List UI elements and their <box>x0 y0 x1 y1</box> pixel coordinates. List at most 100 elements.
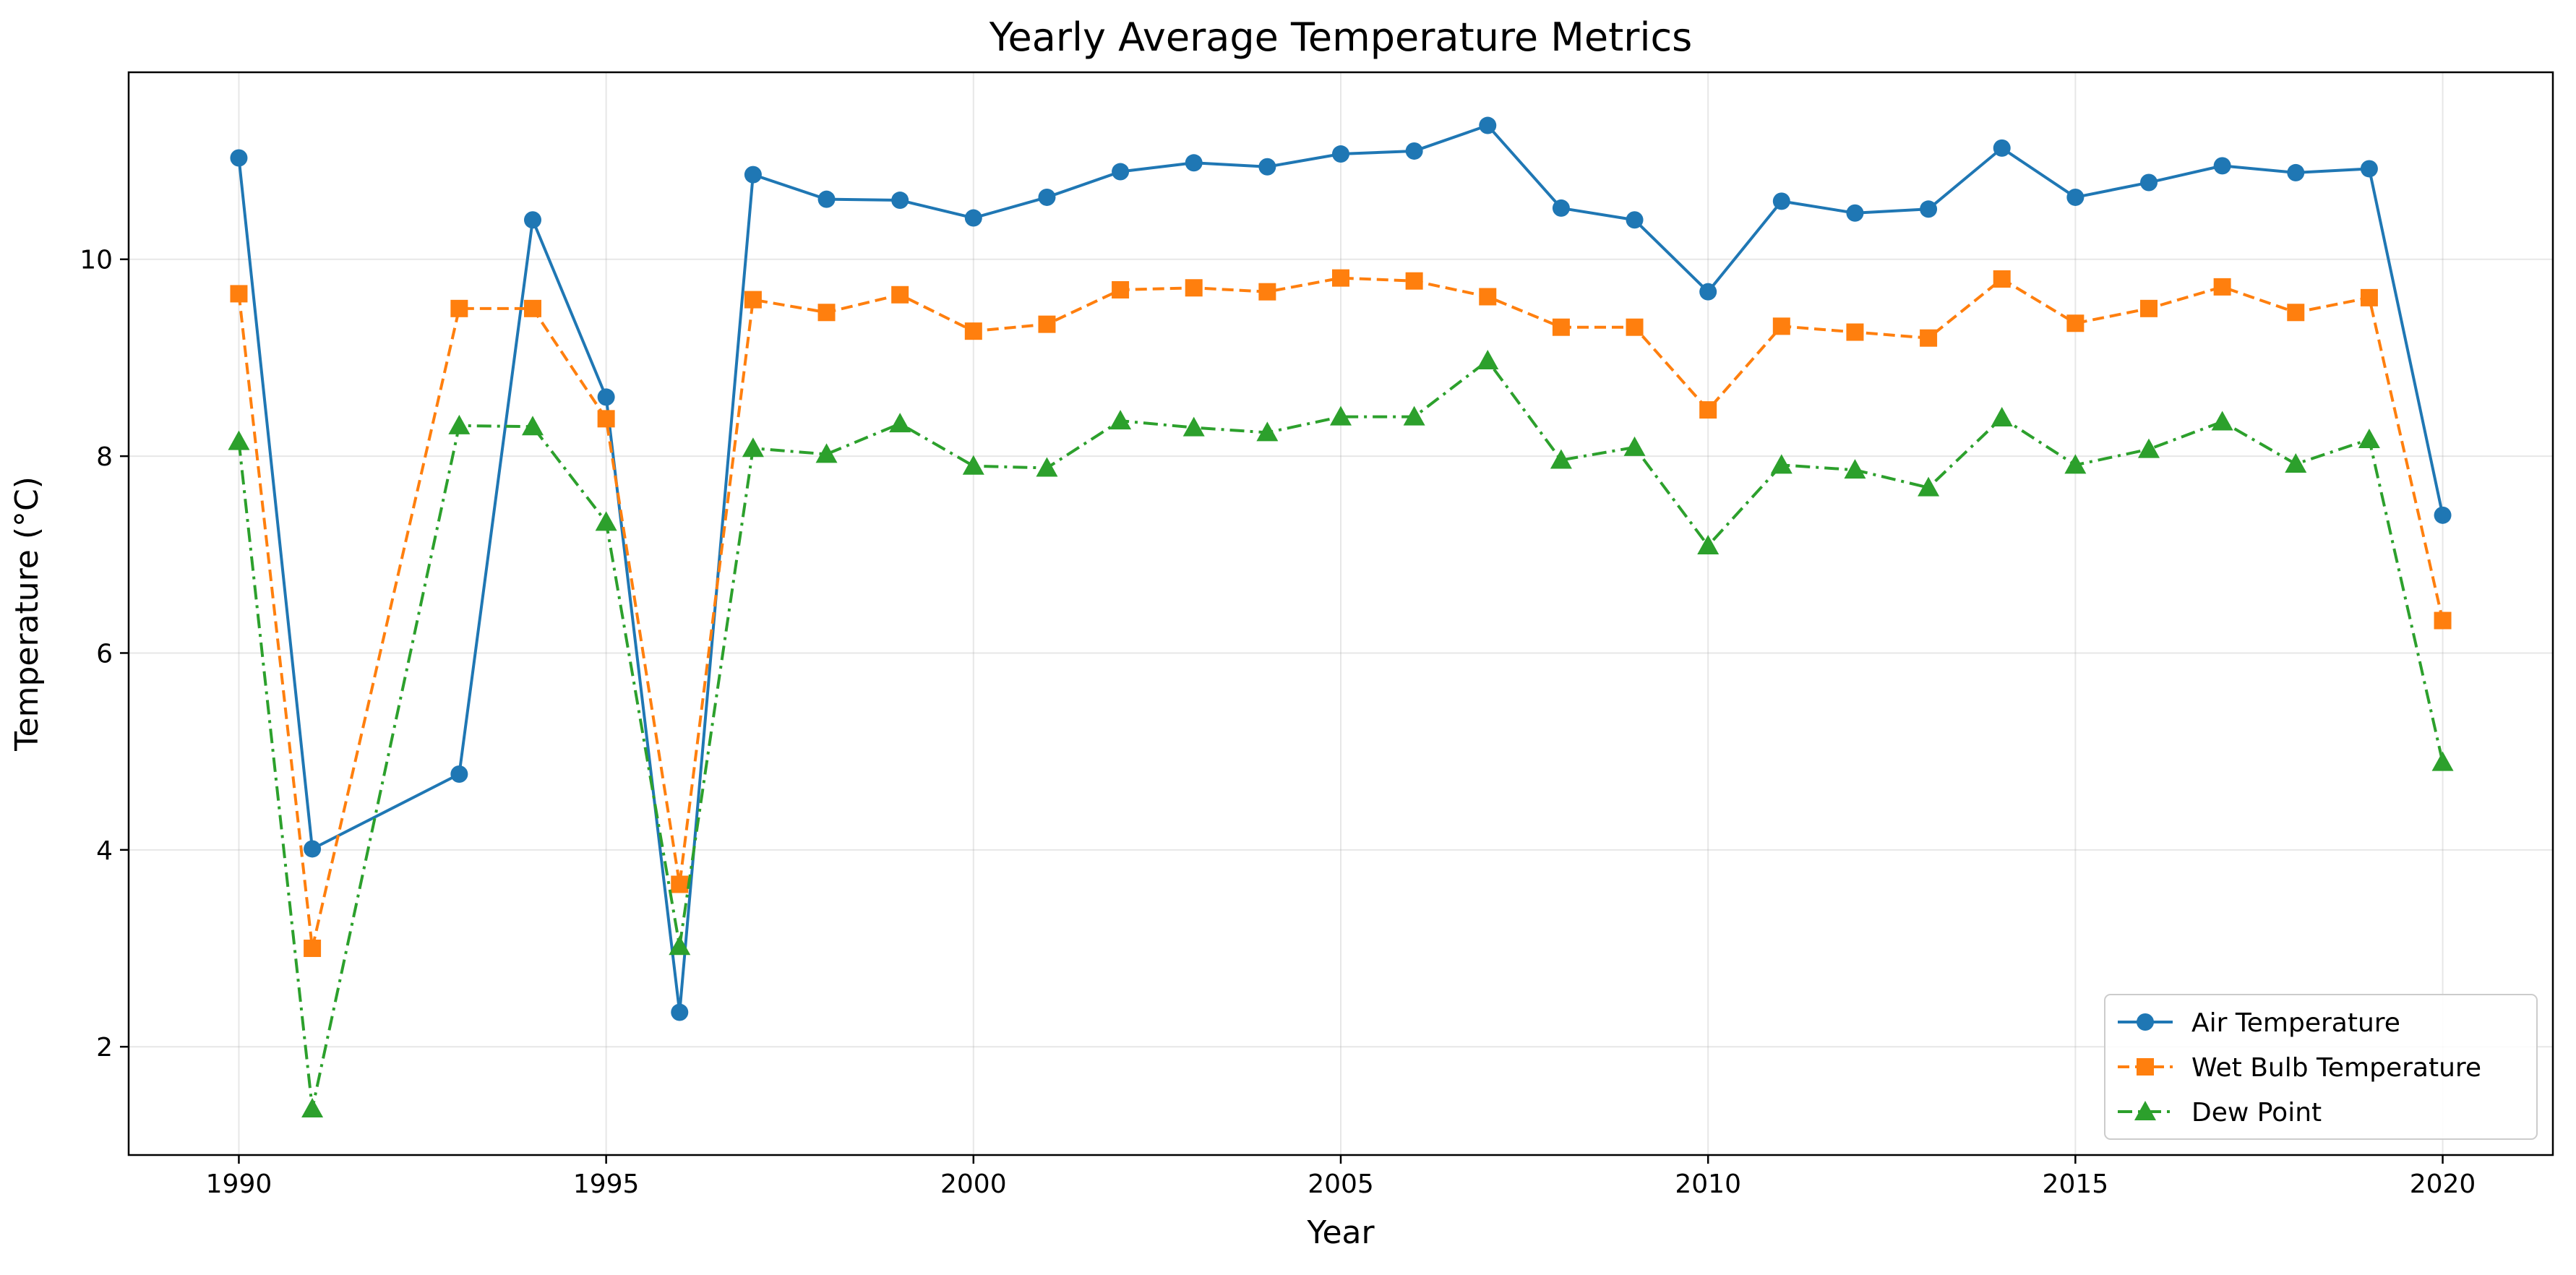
data-point <box>964 322 982 340</box>
data-point <box>1993 139 2011 157</box>
data-point <box>2431 751 2454 771</box>
data-point <box>1256 421 1279 442</box>
data-point <box>2213 157 2231 175</box>
data-point <box>1258 283 1276 301</box>
data-point <box>1038 188 1056 206</box>
data-point <box>671 1003 689 1021</box>
data-point <box>1844 459 1866 479</box>
data-point <box>817 190 836 208</box>
data-point <box>1552 318 1570 336</box>
series-circle <box>230 116 2452 1021</box>
data-point <box>889 413 911 433</box>
data-point <box>2066 314 2085 332</box>
data-point <box>1772 192 1790 210</box>
data-point <box>1182 416 1205 437</box>
legend-label: Dew Point <box>2191 1098 2322 1128</box>
y-tick-label: 10 <box>80 246 113 275</box>
data-point <box>450 765 468 783</box>
data-point <box>1846 204 1864 222</box>
x-tick-label: 2010 <box>1675 1169 1741 1199</box>
x-tick-label: 2015 <box>2043 1169 2109 1199</box>
y-tick-label: 4 <box>96 836 113 866</box>
data-point <box>1330 405 1352 426</box>
y-axis-label: Temperature (°C) <box>9 476 46 752</box>
data-point <box>230 285 248 303</box>
data-point <box>597 410 615 428</box>
data-point <box>2358 428 2380 448</box>
data-point <box>1479 116 1497 134</box>
x-tick-label: 1990 <box>206 1169 272 1199</box>
legend-label: Wet Bulb Temperature <box>2191 1053 2481 1083</box>
data-point <box>1332 269 1349 287</box>
legend-entry: Wet Bulb Temperature <box>2118 1053 2481 1083</box>
legend: Air Temperature Wet Bulb Temperature Dew P… <box>2104 994 2538 1140</box>
data-point <box>2140 173 2158 192</box>
data-point <box>1772 317 1790 335</box>
data-point <box>2360 288 2378 306</box>
legend-entry: Dew Point <box>2118 1098 2322 1128</box>
series-square <box>230 269 2452 958</box>
series-triangle <box>228 350 2454 1117</box>
data-point <box>962 455 984 475</box>
data-point <box>1477 350 1499 370</box>
data-point <box>1185 279 1203 297</box>
data-point <box>742 437 764 458</box>
data-point <box>304 840 322 858</box>
data-point <box>524 299 541 317</box>
series-line <box>237 359 2444 1110</box>
data-point <box>2064 454 2087 474</box>
data-point <box>815 443 838 463</box>
data-point <box>524 211 541 229</box>
data-point <box>1918 476 1940 497</box>
data-point <box>1405 142 1423 160</box>
data-point <box>891 286 909 304</box>
data-point <box>817 304 836 322</box>
legend-marker <box>2134 1101 2156 1120</box>
data-point <box>1038 315 1056 333</box>
data-point <box>1185 154 1203 172</box>
x-tick-label: 2020 <box>2410 1169 2476 1199</box>
data-point <box>671 875 689 893</box>
data-point <box>450 299 468 317</box>
y-tick-label: 6 <box>96 639 113 669</box>
data-point <box>1920 200 1938 218</box>
series-group <box>228 116 2454 1117</box>
data-point <box>744 166 762 184</box>
y-tick-label: 8 <box>96 442 113 472</box>
data-point <box>1479 288 1497 306</box>
data-point <box>2140 299 2158 317</box>
data-point <box>1920 329 1938 347</box>
data-point <box>1623 436 1646 456</box>
legend-items: Air Temperature Wet Bulb Temperature Dew P… <box>2118 1008 2481 1128</box>
x-tick-label: 2005 <box>1308 1169 1374 1199</box>
data-point <box>1403 405 1425 426</box>
data-point <box>230 149 248 167</box>
data-point <box>2360 160 2378 178</box>
legend-marker <box>2137 1013 2154 1031</box>
data-point <box>1258 158 1276 176</box>
data-point <box>2138 438 2160 458</box>
data-point <box>669 935 691 956</box>
series-line <box>237 276 2444 950</box>
data-point <box>1626 318 1644 336</box>
data-point <box>1699 401 1717 419</box>
axis-ticks: 1990 1995 2000 2005 2010 2015 2020 2 4 6 8 10 <box>80 246 2476 1199</box>
legend-label: Air Temperature <box>2191 1008 2400 1038</box>
data-point <box>1552 199 1570 217</box>
data-point <box>301 1097 324 1117</box>
data-point <box>1770 454 1793 474</box>
data-point <box>1846 323 1864 341</box>
data-point <box>744 291 762 309</box>
data-point <box>2285 453 2307 473</box>
data-point <box>2434 611 2452 630</box>
legend-entry: Air Temperature <box>2118 1008 2400 1038</box>
data-point <box>1112 163 1130 181</box>
x-axis-label: Year <box>1306 1214 1375 1251</box>
data-point <box>1332 145 1349 163</box>
data-point <box>522 416 544 436</box>
data-point <box>2434 506 2452 524</box>
data-point <box>891 192 909 210</box>
data-point <box>2211 411 2233 431</box>
data-point <box>2066 188 2085 206</box>
